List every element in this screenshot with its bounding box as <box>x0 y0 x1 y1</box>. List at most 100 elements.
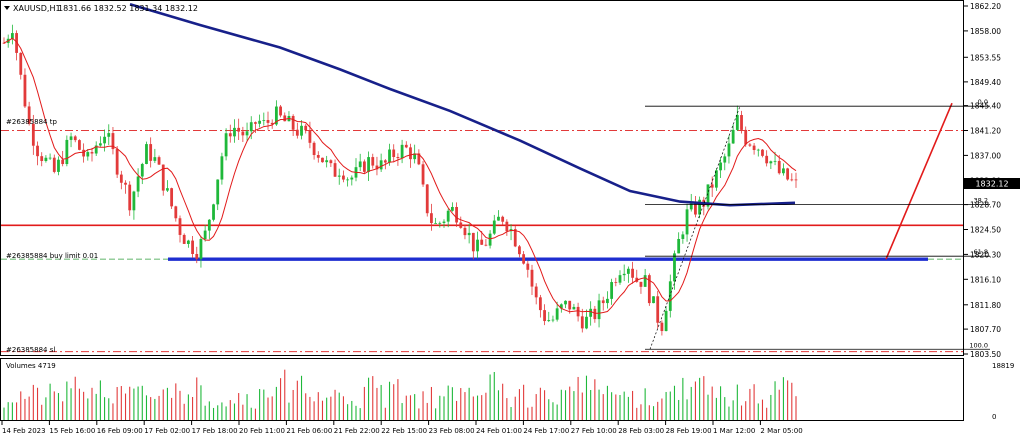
buy-limit-label: #26385884 buy limit 0.01 <box>6 252 98 260</box>
candle-body <box>492 220 496 234</box>
candle-body <box>530 269 534 287</box>
candle-body <box>618 275 622 283</box>
candle-body <box>10 33 14 39</box>
candle-body <box>241 131 245 136</box>
candle-body <box>371 157 375 166</box>
price-tick-label: 1807.70 <box>970 325 1001 334</box>
candle-body <box>337 175 341 177</box>
candle-body <box>392 149 396 158</box>
candle-body <box>518 246 521 255</box>
candle-body <box>484 244 488 246</box>
fibonacci-retracement[interactable]: 0.0 38.2 61.8 100.0 <box>645 98 990 350</box>
candle-body <box>270 122 274 125</box>
candle-body <box>589 308 593 317</box>
candle-body <box>421 164 425 185</box>
candle-body <box>782 168 785 174</box>
candle-body <box>383 160 387 163</box>
time-tick-label: 22 Feb 15:00 <box>381 427 427 435</box>
candle-body <box>714 170 718 188</box>
candle-body <box>2 42 6 44</box>
candle-body <box>664 310 668 332</box>
price-tick-label: 1841.20 <box>970 126 1001 135</box>
candle-body <box>124 182 127 185</box>
time-tick-label: 1 Mar 12:00 <box>713 427 755 435</box>
trend-arrow-line[interactable] <box>885 102 953 260</box>
candle-body <box>647 275 651 304</box>
fib-trendline[interactable] <box>649 106 741 350</box>
fib-level-label: 38.2 <box>974 197 988 205</box>
candle-body <box>140 163 144 177</box>
candle-body <box>614 282 618 283</box>
candle-body <box>308 130 312 143</box>
candle-body <box>643 275 647 287</box>
candle-body <box>568 300 572 310</box>
candle-body <box>417 153 421 165</box>
candle-body <box>119 174 123 183</box>
price-panel[interactable] <box>0 0 964 356</box>
candle-body <box>438 222 442 224</box>
candle-body <box>199 239 203 259</box>
candle-body <box>52 157 56 172</box>
candle-body <box>115 149 119 175</box>
price-tick-label: 1845.40 <box>970 102 1001 111</box>
time-tick-label: 21 Feb 06:00 <box>286 427 332 435</box>
candle-body <box>228 133 232 137</box>
candle-body <box>15 33 18 53</box>
candle-body <box>513 229 517 247</box>
candle-body <box>559 304 563 309</box>
candle-body <box>580 316 584 329</box>
candle-body <box>65 139 69 165</box>
price-tick-label: 1853.55 <box>970 53 1001 62</box>
time-tick-label: 28 Feb 03:00 <box>618 427 664 435</box>
price-tick-label: 1828.70 <box>970 201 1001 210</box>
candle-body <box>631 268 634 278</box>
candle-body <box>82 149 86 157</box>
symbol-dropdown-icon[interactable] <box>4 6 10 10</box>
symbol-label: XAUUSD,H1 <box>13 4 61 13</box>
candle-body <box>480 239 484 245</box>
order-lines <box>1 102 963 353</box>
candle-body <box>203 230 207 240</box>
candle-body <box>98 143 102 146</box>
candle-body <box>78 140 81 150</box>
candle-body <box>329 160 333 164</box>
candle-body <box>90 152 94 154</box>
candle-body <box>409 147 412 160</box>
candle-body <box>752 145 756 151</box>
candle-body <box>31 123 35 146</box>
time-tick-label: 27 Feb 10:00 <box>571 427 617 435</box>
candle-body <box>367 157 370 172</box>
candle-body <box>660 322 664 332</box>
time-tick-label: 15 Feb 16:00 <box>49 427 95 435</box>
price-tick-label: 1803.50 <box>970 350 1001 359</box>
candle-body <box>467 232 471 236</box>
candle-body <box>610 282 614 299</box>
candle-body <box>677 238 681 254</box>
price-tick-label: 1816.10 <box>970 275 1001 284</box>
candle-body <box>44 157 48 162</box>
candle-body <box>295 129 299 136</box>
candle-body <box>27 106 31 124</box>
candle-body <box>94 145 98 154</box>
candle-body <box>471 232 475 252</box>
candle-body <box>186 240 190 244</box>
candle-body <box>597 300 601 320</box>
candle-body <box>476 239 479 252</box>
candle-body <box>710 184 714 188</box>
candle-body <box>652 296 655 304</box>
candle-body <box>182 234 186 244</box>
candle-body <box>748 144 752 146</box>
candle-body <box>430 213 433 224</box>
candle-body <box>538 297 542 311</box>
candle-body <box>744 129 748 145</box>
candle-body <box>346 179 350 181</box>
volume-bars <box>3 369 797 420</box>
volume-max-label: 18819 <box>992 362 1014 370</box>
candle-body <box>622 273 626 276</box>
slow-moving-average <box>129 2 796 207</box>
candle-body <box>107 133 111 137</box>
candle-body <box>258 120 262 124</box>
candle-body <box>694 202 697 215</box>
candle-body <box>36 145 39 157</box>
